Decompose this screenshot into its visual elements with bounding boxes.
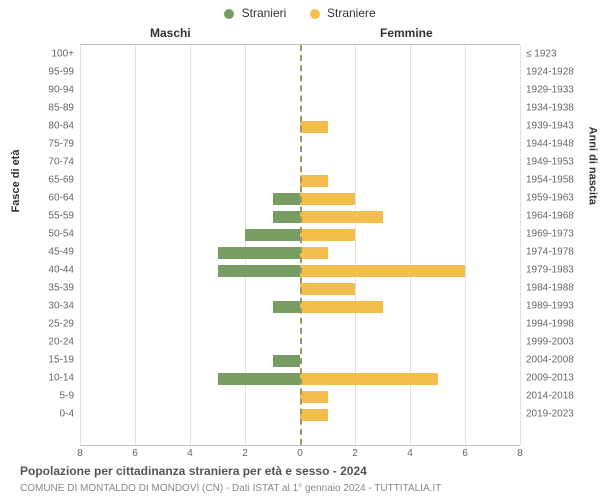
birth-label: 2019-2023 xyxy=(526,409,596,420)
legend-female-label: Straniere xyxy=(327,6,376,20)
legend-male: Stranieri xyxy=(224,6,286,20)
age-label: 45-49 xyxy=(0,247,74,258)
birth-label: 1979-1983 xyxy=(526,265,596,276)
birth-label: 1924-1928 xyxy=(526,67,596,78)
gridline xyxy=(465,45,466,445)
age-label: 90-94 xyxy=(0,85,74,96)
x-tick: 8 xyxy=(517,448,523,459)
plot-area xyxy=(80,44,520,446)
bar-female xyxy=(300,247,328,259)
bar-female xyxy=(300,301,383,313)
x-tick: 2 xyxy=(242,448,248,459)
age-label: 55-59 xyxy=(0,211,74,222)
age-label: 60-64 xyxy=(0,193,74,204)
legend-male-label: Stranieri xyxy=(242,6,287,20)
legend-swatch-female xyxy=(310,9,320,19)
gridline xyxy=(520,45,521,445)
bar-female xyxy=(300,391,328,403)
age-label: 40-44 xyxy=(0,265,74,276)
column-header-male: Maschi xyxy=(150,26,191,40)
birth-label: 2004-2008 xyxy=(526,355,596,366)
bar-female xyxy=(300,283,355,295)
age-label: 95-99 xyxy=(0,67,74,78)
bar-female xyxy=(300,265,465,277)
bar-male xyxy=(218,373,301,385)
gridline xyxy=(190,45,191,445)
birth-label: 1944-1948 xyxy=(526,139,596,150)
x-tick: 6 xyxy=(132,448,138,459)
x-tick: 4 xyxy=(407,448,413,459)
legend-swatch-male xyxy=(224,9,234,19)
bar-female xyxy=(300,121,328,133)
birth-label: 1994-1998 xyxy=(526,319,596,330)
legend: Stranieri Straniere xyxy=(0,6,600,20)
age-label: 80-84 xyxy=(0,121,74,132)
bar-female xyxy=(300,409,328,421)
birth-label: 1989-1993 xyxy=(526,301,596,312)
bar-male xyxy=(218,247,301,259)
x-tick: 0 xyxy=(297,448,303,459)
x-tick: 8 xyxy=(77,448,83,459)
birth-label: 1934-1938 xyxy=(526,103,596,114)
x-tick: 4 xyxy=(187,448,193,459)
x-tick: 6 xyxy=(462,448,468,459)
legend-female: Straniere xyxy=(310,6,376,20)
bar-male xyxy=(273,355,301,367)
birth-label: 1949-1953 xyxy=(526,157,596,168)
birth-label: 2009-2013 xyxy=(526,373,596,384)
bar-female xyxy=(300,229,355,241)
gridline xyxy=(80,45,81,445)
age-label: 35-39 xyxy=(0,283,74,294)
bar-female xyxy=(300,373,438,385)
age-label: 85-89 xyxy=(0,103,74,114)
age-label: 15-19 xyxy=(0,355,74,366)
gridline xyxy=(355,45,356,445)
age-label: 65-69 xyxy=(0,175,74,186)
birth-label: 2014-2018 xyxy=(526,391,596,402)
birth-label: 1999-2003 xyxy=(526,337,596,348)
age-label: 50-54 xyxy=(0,229,74,240)
centerline xyxy=(300,45,302,445)
age-label: 30-34 xyxy=(0,301,74,312)
birth-label: 1954-1958 xyxy=(526,175,596,186)
birth-label: 1984-1988 xyxy=(526,283,596,294)
gridline xyxy=(410,45,411,445)
chart-subtitle: COMUNE DI MONTALDO DI MONDOVÌ (CN) - Dat… xyxy=(20,483,441,494)
column-header-female: Femmine xyxy=(380,26,433,40)
birth-label: ≤ 1923 xyxy=(526,49,596,60)
bar-female xyxy=(300,175,328,187)
birth-label: 1939-1943 xyxy=(526,121,596,132)
pyramid-chart: Stranieri Straniere Maschi Femmine Fasce… xyxy=(0,0,600,500)
gridline xyxy=(245,45,246,445)
plot-female-side xyxy=(300,45,520,445)
birth-label: 1964-1968 xyxy=(526,211,596,222)
age-label: 100+ xyxy=(0,49,74,60)
age-label: 20-24 xyxy=(0,337,74,348)
bar-female xyxy=(300,211,383,223)
bar-male xyxy=(273,193,301,205)
bar-male xyxy=(273,301,301,313)
age-label: 25-29 xyxy=(0,319,74,330)
age-label: 70-74 xyxy=(0,157,74,168)
age-label: 10-14 xyxy=(0,373,74,384)
x-tick: 2 xyxy=(352,448,358,459)
birth-label: 1929-1933 xyxy=(526,85,596,96)
chart-title: Popolazione per cittadinanza straniera p… xyxy=(20,464,367,478)
age-label: 5-9 xyxy=(0,391,74,402)
birth-label: 1974-1978 xyxy=(526,247,596,258)
gridline xyxy=(135,45,136,445)
age-label: 0-4 xyxy=(0,409,74,420)
birth-label: 1969-1973 xyxy=(526,229,596,240)
birth-label: 1959-1963 xyxy=(526,193,596,204)
plot-male-side xyxy=(80,45,300,445)
bar-male xyxy=(273,211,301,223)
age-label: 75-79 xyxy=(0,139,74,150)
bar-female xyxy=(300,193,355,205)
bar-male xyxy=(218,265,301,277)
bar-male xyxy=(245,229,300,241)
